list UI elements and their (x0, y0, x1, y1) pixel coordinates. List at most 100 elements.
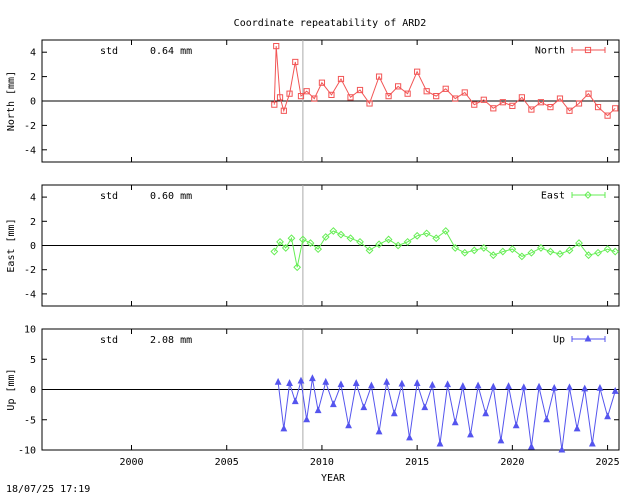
data-point (490, 105, 497, 112)
data-point (280, 107, 287, 114)
panel-north: -4 -2 0 2 4 North [mm] std 0.64 mm North (6, 39, 620, 163)
y-axis-label: Up [mm] (6, 368, 17, 410)
data-point (584, 334, 592, 342)
data-point (413, 379, 421, 386)
panel-up: -10 -5 0 5 10 Up [mm] std 2.08 mm Up (6, 325, 620, 457)
data-point (345, 421, 352, 429)
data-point (470, 246, 479, 255)
data-point (414, 68, 421, 75)
data-point (352, 379, 360, 386)
data-point (365, 246, 374, 255)
data-point (499, 99, 506, 106)
data-point (394, 241, 403, 250)
y-tick-label: -4 (24, 145, 36, 156)
y-axis-label: North [mm] (6, 71, 17, 131)
data-point (273, 43, 280, 50)
data-point (566, 107, 573, 114)
data-point (482, 409, 490, 417)
std-value: 0.60 mm (150, 191, 192, 202)
data-point (395, 83, 402, 90)
panel-east: -4 -2 0 2 4 East [mm] std 0.60 mm East (6, 184, 620, 307)
x-axis-label: YEAR (321, 473, 346, 484)
data-point (286, 379, 293, 386)
data-point (413, 231, 422, 240)
y-tick-label: 4 (30, 193, 36, 204)
data-point (604, 412, 611, 420)
data-point (505, 382, 512, 389)
data-point (314, 406, 322, 414)
data-point (451, 418, 459, 426)
data-point (280, 424, 288, 432)
data-point (276, 237, 284, 246)
data-point (509, 102, 516, 109)
y-tick-label: 0 (30, 97, 36, 108)
data-point (584, 251, 593, 260)
data-point (281, 244, 290, 252)
data-point (461, 89, 468, 96)
data-point (612, 105, 619, 112)
data-point (390, 409, 398, 417)
data-point (498, 247, 507, 256)
data-point (546, 247, 555, 256)
data-point (404, 90, 411, 97)
std-value: 0.64 mm (150, 46, 192, 57)
data-point (451, 244, 460, 252)
data-point (550, 383, 558, 391)
y-tick-label: 2 (30, 72, 36, 83)
data-point (314, 245, 323, 254)
x-tick-label: 2010 (310, 457, 334, 468)
data-point (347, 94, 354, 101)
data-point (292, 58, 299, 66)
std-label: std (100, 46, 118, 57)
data-point (604, 112, 611, 119)
data-point (558, 445, 566, 453)
data-point (479, 244, 488, 252)
data-point (537, 244, 545, 252)
y-tick-label: 4 (30, 48, 36, 59)
data-point (337, 380, 345, 388)
y-tick-label: -10 (18, 446, 36, 457)
std-label: std (100, 191, 118, 202)
x-tick-label: 2000 (119, 457, 143, 468)
data-point (460, 248, 469, 257)
data-point (556, 95, 564, 102)
data-point (489, 251, 498, 260)
data-point (375, 427, 383, 435)
data-point (293, 263, 302, 272)
data-point (581, 384, 589, 392)
chart-title: Coordinate repeatability of ARD2 (234, 18, 427, 29)
std-label: std (100, 335, 118, 346)
data-point (297, 93, 305, 100)
data-point (422, 229, 431, 238)
data-point (436, 439, 444, 447)
data-point (527, 248, 536, 257)
data-point (575, 100, 583, 107)
data-point (270, 247, 279, 256)
data-point (328, 91, 335, 99)
data-point (596, 383, 604, 391)
data-point (442, 85, 449, 92)
legend-label: East (541, 191, 565, 202)
data-point (527, 442, 535, 450)
y-tick-label: -2 (24, 265, 36, 276)
data-point (311, 95, 318, 102)
data-point (303, 415, 311, 423)
data-point (585, 90, 592, 97)
data-point (360, 403, 368, 411)
data-point (322, 377, 330, 385)
data-point (584, 191, 592, 199)
data-point (337, 230, 345, 239)
data-point (588, 439, 596, 447)
data-point (459, 382, 467, 389)
data-point (547, 104, 554, 111)
data-point (375, 240, 383, 249)
series-line (273, 46, 616, 117)
data-point (291, 397, 299, 405)
data-point (385, 93, 392, 100)
y-axis-label: East [mm] (6, 218, 17, 272)
data-point (520, 383, 528, 391)
data-point (287, 234, 296, 243)
y-tick-label: 0 (30, 385, 36, 396)
data-point (356, 237, 364, 246)
